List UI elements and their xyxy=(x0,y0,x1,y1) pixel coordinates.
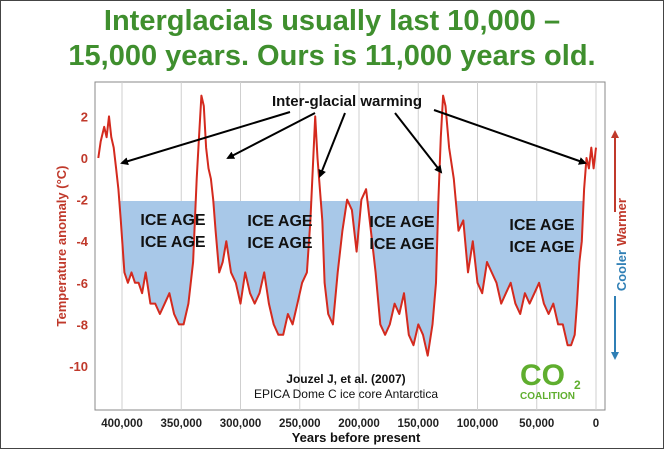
x-tick-label: 400,000 xyxy=(101,418,143,430)
page-title: Interglacials usually last 10,000 – 15,0… xyxy=(0,4,664,74)
x-tick-label: 200,000 xyxy=(338,418,380,430)
x-tick-label: 250,000 xyxy=(279,418,321,430)
x-axis-ticks: 400,000 350,000 300,000 250,000 200,000 150,0… xyxy=(101,418,599,430)
y-tick-label: -8 xyxy=(76,317,88,332)
warm-cool-axis: Warmer Cooler xyxy=(611,130,629,360)
warmer-label: Warmer xyxy=(614,198,629,246)
y-axis-ticks: 2 0 -2 -4 -6 -8 -10 xyxy=(69,109,89,374)
annotation-arrow xyxy=(120,111,291,166)
y-tick-label: -10 xyxy=(69,359,88,374)
x-tick-label: 150,000 xyxy=(397,418,439,430)
ice-age-labels: ICE AGE ICE AGE ICE AGE ICE AGE ICE AGE … xyxy=(140,212,575,256)
ice-age-label: ICE AGE xyxy=(140,212,206,229)
ice-age-label: ICE AGE xyxy=(509,239,575,256)
logo-co: CO xyxy=(520,359,565,392)
annotation-arrow xyxy=(226,112,316,159)
temperature-line xyxy=(97,94,597,357)
ice-age-label: ICE AGE xyxy=(247,213,313,230)
x-tick-label: 350,000 xyxy=(160,418,202,430)
citation: Jouzel J, et al. (2007) EPICA Dome C ice… xyxy=(254,372,438,401)
x-tick-label: 0 xyxy=(593,418,599,430)
ice-age-label: ICE AGE xyxy=(509,217,575,234)
citation-author: Jouzel J, et al. (2007) xyxy=(286,372,405,386)
x-tick-label: 100,000 xyxy=(457,418,499,430)
x-axis-label: Years before present xyxy=(292,430,421,445)
temperature-series xyxy=(97,94,597,357)
citation-source: EPICA Dome C ice core Antarctica xyxy=(254,387,438,401)
title-line-1: Interglacials usually last 10,000 – xyxy=(103,5,561,37)
y-tick-label: 2 xyxy=(81,109,88,124)
annotation-arrow xyxy=(433,109,587,165)
ice-age-region xyxy=(119,201,584,356)
annotation-arrow xyxy=(318,112,346,178)
co2-coalition-logo: CO 2 COALITION xyxy=(520,359,581,402)
ice-age-label: ICE AGE xyxy=(247,235,313,252)
logo-word: COALITION xyxy=(520,391,575,402)
ice-age-fill xyxy=(119,201,584,356)
title-line-2: 15,000 years. Ours is 11,000 years old. xyxy=(68,40,596,72)
y-axis-label: Temperature anomaly (°C) xyxy=(54,166,69,327)
y-tick-label: -2 xyxy=(76,193,88,208)
ice-age-label: ICE AGE xyxy=(140,234,206,251)
cooler-label: Cooler xyxy=(614,250,629,291)
interglacial-annotation: Inter-glacial warming xyxy=(272,93,422,110)
y-tick-label: -4 xyxy=(76,234,88,249)
y-tick-label: 0 xyxy=(81,151,88,166)
y-tick-label: -6 xyxy=(76,276,88,291)
ice-age-label: ICE AGE xyxy=(369,214,435,231)
x-tick-label: 50,000 xyxy=(519,418,554,430)
annotation-arrows xyxy=(120,109,587,178)
logo-subscript: 2 xyxy=(574,378,581,392)
ice-age-label: ICE AGE xyxy=(369,236,435,253)
x-tick-label: 300,000 xyxy=(220,418,262,430)
annotation-arrow xyxy=(394,112,443,174)
